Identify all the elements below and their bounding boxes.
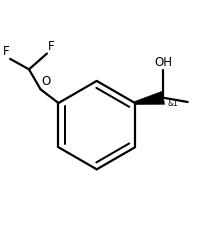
Text: F: F xyxy=(48,40,55,53)
Text: &1: &1 xyxy=(167,99,178,108)
Polygon shape xyxy=(135,91,165,105)
Text: OH: OH xyxy=(154,56,172,69)
Text: F: F xyxy=(2,45,9,58)
Text: O: O xyxy=(42,75,51,88)
